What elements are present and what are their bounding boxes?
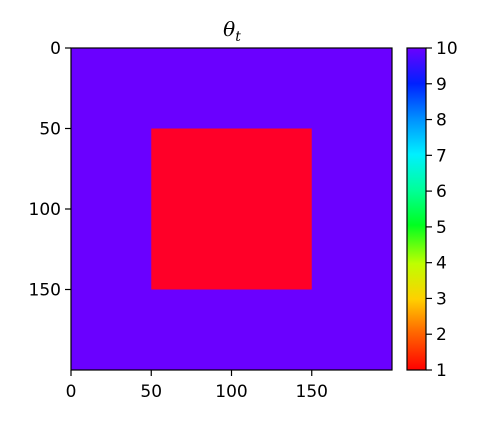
x-axis: 0 50 100 150 [66,370,328,402]
x-tick-label: 100 [215,382,247,402]
colorbar-tick-label: 5 [436,218,447,238]
x-tick-label: 50 [140,382,162,402]
colorbar-tick-label: 9 [436,75,447,95]
y-tick-label: 100 [29,200,61,220]
colorbar-tick-label: 6 [436,182,447,202]
colorbar-ticks: 1 2 3 4 5 6 7 8 9 10 [426,39,458,381]
chart-title: θt [223,17,241,45]
heatmap-region-0 [151,128,312,290]
colorbar-tick-label: 2 [436,325,447,345]
y-axis: 0 50 100 150 [29,39,71,301]
y-tick-label: 150 [29,281,61,301]
x-tick-label: 150 [296,382,328,402]
heatmap-image [71,48,392,370]
y-tick-label: 50 [39,120,61,140]
chart-title-subscript: t [235,29,241,45]
y-tick-label: 0 [50,39,61,59]
colorbar [406,47,427,371]
colorbar-tick-label: 7 [436,146,447,166]
x-tick-label: 0 [66,382,77,402]
colorbar-tick-label: 10 [436,39,458,59]
colorbar-tick-label: 8 [436,111,447,131]
colorbar-tick-label: 4 [436,254,447,274]
colorbar-tick-label: 3 [436,289,447,309]
colorbar-tick-label: 1 [436,361,447,381]
